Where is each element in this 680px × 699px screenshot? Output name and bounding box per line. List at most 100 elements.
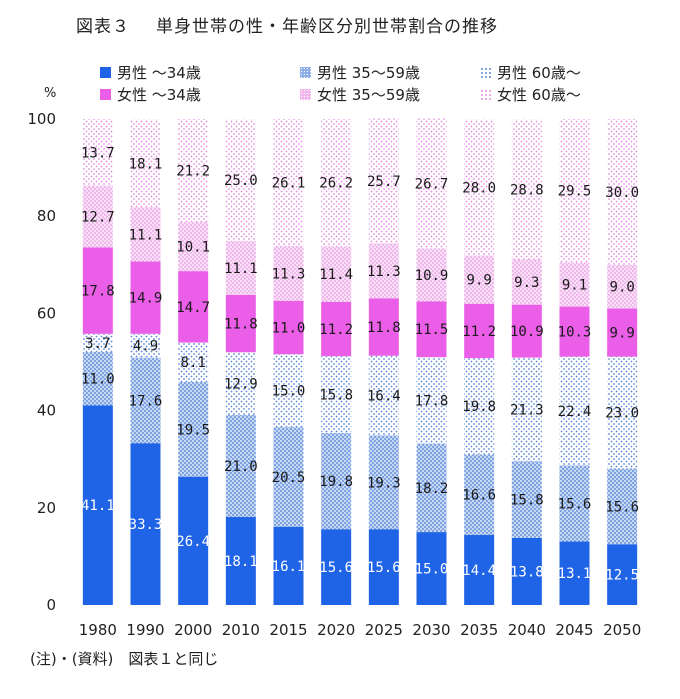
data-label: 23.0 — [605, 406, 639, 422]
figure-number: 図表３ — [76, 17, 130, 37]
bar-segment — [464, 358, 495, 455]
bar-segment — [273, 245, 304, 301]
bar-segment — [511, 304, 542, 358]
data-label: 20.5 — [272, 470, 306, 486]
data-label: 11.1 — [129, 227, 163, 243]
bar-segment — [130, 357, 161, 444]
bar-segment — [511, 357, 542, 462]
bar-segment — [178, 271, 209, 343]
data-label: 17.8 — [415, 393, 449, 409]
x-tick-label: 2025 — [365, 621, 403, 639]
bar-segment — [607, 356, 638, 469]
bar-segment — [225, 240, 256, 295]
data-label: 12.9 — [224, 377, 258, 393]
chart-title: 図表３ 単身世帯の性・年齢区分別世帯割合の推移 — [76, 12, 498, 37]
x-tick-label: 2010 — [222, 621, 260, 639]
bar-segment — [178, 476, 209, 605]
data-label: 11.8 — [224, 317, 258, 333]
data-label: 13.1 — [558, 566, 592, 582]
bar-segment — [464, 119, 495, 256]
source-note: (注)・(資料) 図表１と同じ — [30, 650, 219, 668]
data-label: 9.9 — [467, 273, 492, 289]
bar-segment — [82, 247, 113, 334]
data-label: 11.3 — [367, 264, 401, 280]
y-tick-label: 40 — [37, 402, 56, 420]
bar-segment — [82, 351, 113, 406]
data-label: 16.4 — [367, 389, 401, 405]
data-label: 9.1 — [562, 277, 587, 293]
bar-segment — [464, 255, 495, 304]
bar-segment — [607, 468, 638, 545]
data-label: 28.0 — [462, 181, 496, 197]
data-label: 14.7 — [176, 300, 210, 316]
bar-segment — [82, 185, 113, 248]
data-label: 8.1 — [181, 355, 206, 371]
bar-segment — [368, 298, 399, 356]
legend-swatch — [480, 89, 491, 100]
data-label: 26.1 — [272, 175, 306, 191]
data-label: 3.7 — [85, 336, 110, 352]
data-label: 16.6 — [462, 488, 496, 504]
legend-swatch — [300, 89, 311, 100]
legend-swatch — [100, 67, 111, 78]
data-label: 15.6 — [605, 499, 639, 515]
bar-segment — [273, 526, 304, 605]
bar-segment — [464, 535, 495, 605]
bar-segment — [225, 294, 256, 353]
data-label: 13.8 — [510, 564, 544, 580]
data-label: 19.5 — [176, 422, 210, 438]
bar-segment — [559, 465, 590, 542]
data-label: 21.3 — [510, 402, 544, 418]
bar-segment — [511, 119, 542, 260]
bar-segment — [368, 118, 399, 244]
bar-segment — [225, 414, 256, 518]
bar-segment — [416, 248, 447, 302]
legend-item: 男性 60歳～ — [480, 62, 581, 83]
bar-segment — [416, 357, 447, 444]
legend-swatch — [480, 67, 491, 78]
bar-segment — [607, 119, 638, 265]
bar-segment — [416, 118, 447, 249]
data-label: 26.4 — [176, 534, 210, 550]
data-label: 15.8 — [319, 388, 353, 404]
bar-segment — [368, 243, 399, 299]
bar-segment — [82, 405, 113, 605]
data-label: 30.0 — [605, 185, 639, 201]
x-tick-label: 2045 — [555, 621, 593, 639]
legend-item: 女性 ～34歳 — [100, 84, 201, 105]
data-label: 13.7 — [81, 145, 115, 161]
bar-segment — [559, 119, 590, 263]
bar-segment — [178, 222, 209, 272]
bar-segment — [559, 356, 590, 466]
legend-item: 男性 35～59歳 — [300, 62, 420, 83]
bar-segment — [607, 544, 638, 605]
data-label: 14.4 — [462, 563, 496, 579]
data-label: 28.8 — [510, 182, 544, 198]
legend-label: 男性 35～59歳 — [317, 64, 420, 82]
data-label: 17.8 — [81, 284, 115, 300]
data-label: 16.1 — [272, 559, 306, 575]
bar-segment — [321, 529, 352, 605]
y-tick-label: 100 — [27, 110, 56, 128]
data-label: 10.1 — [176, 240, 210, 256]
bar-segment — [368, 355, 399, 436]
data-label: 9.9 — [610, 326, 635, 342]
bar-segment — [273, 354, 304, 428]
legend-item: 女性 60歳～ — [480, 84, 581, 105]
data-label: 12.5 — [605, 568, 639, 584]
bar-segment — [511, 461, 542, 538]
data-label: 11.1 — [224, 261, 258, 277]
data-label: 11.8 — [367, 320, 401, 336]
bar-segment — [511, 259, 542, 305]
legend-swatch — [300, 67, 311, 78]
legend-label: 男性 60歳～ — [497, 64, 581, 82]
bar-segment — [464, 454, 495, 536]
bar-segment — [178, 342, 209, 382]
data-label: 9.3 — [514, 275, 539, 291]
data-label: 11.5 — [415, 322, 449, 338]
data-label: 10.9 — [415, 268, 449, 284]
bar-segment — [559, 262, 590, 307]
x-tick-label: 2050 — [603, 621, 641, 639]
bar-segment — [416, 443, 447, 533]
